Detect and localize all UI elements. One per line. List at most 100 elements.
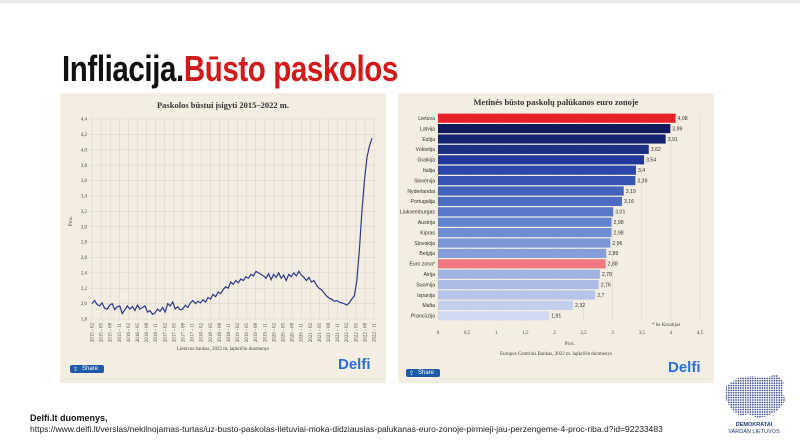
bar-chart-source: Europos Centrinis Bankas, 2022 m. lapkri… <box>500 352 612 357</box>
bar <box>438 165 636 175</box>
bar <box>438 269 600 279</box>
bar-chart-xlabel: Proc. <box>565 342 575 347</box>
line-x-tick-label: 2018 - 02 <box>200 323 205 343</box>
bar-x-tick-label: 2,5 <box>580 331 587 336</box>
bar <box>438 290 596 300</box>
brand-line-2: VARDAN LIETUVOS <box>728 429 780 435</box>
bar <box>438 186 624 196</box>
bar <box>438 311 550 321</box>
bar <box>438 248 607 258</box>
credit: Delfi.lt duomenys, https://www.delfi.lt/… <box>30 413 663 434</box>
line-chart-ylabel: Proc. <box>69 216 74 226</box>
line-chart-y-ticks: 1,8 2,0 2,2 2,4 2,6 2,8 3,0 3,2 3,4 3,6 3,8 4,0 4,2 4… <box>81 118 88 323</box>
bar-category-label: Austrija <box>418 220 435 226</box>
bar-category-label: Italija <box>423 168 435 174</box>
line-x-tick-label: 2019 - 05 <box>245 323 250 343</box>
line-y-tick-label: 2,4 <box>81 271 88 276</box>
bar-x-tick-label: 3 <box>611 331 614 336</box>
title-part-2: Būsto paskolos <box>183 48 398 89</box>
bar-x-tick-label: 4,5 <box>697 331 704 336</box>
bar-value-label: 2,78 <box>602 272 612 278</box>
line-chart-grid <box>90 118 376 320</box>
bar-value-label: 3,19 <box>626 189 636 195</box>
line-y-tick-label: 3,4 <box>81 195 88 200</box>
line-y-tick-label: 2,0 <box>81 302 88 307</box>
bar <box>438 238 611 248</box>
share-button-right[interactable]: ⇪ Share <box>406 369 441 377</box>
bar-category-label: Estija <box>422 137 435 143</box>
bar-category-label: Vokietija <box>416 147 435 153</box>
bar-value-label: 4,08 <box>678 116 688 122</box>
share-button-left[interactable]: ⇪ Share <box>70 365 105 373</box>
bar-value-label: 2,89 <box>608 251 618 257</box>
bar-category-label: Kipras <box>420 230 435 236</box>
delfi-logo-left: Delfi <box>338 356 371 373</box>
line-x-tick-label: 2021 - 02 <box>309 323 314 343</box>
line-x-tick-label: 2021 - 08 <box>327 323 332 343</box>
line-y-tick-label: 3,6 <box>81 179 88 184</box>
bar-category-label: Nyderlandai <box>407 189 435 195</box>
brand-logo: DEMOKRATAI VARDAN LIETUVOS <box>718 370 790 440</box>
bar-category-label: Portugalija <box>410 199 435 205</box>
bar <box>438 113 676 123</box>
line-x-tick-label: 2020 - 02 <box>272 323 277 343</box>
bar-category-label: Ispanija <box>417 293 435 299</box>
line-y-tick-label: 3,8 <box>81 164 88 169</box>
line-x-tick-label: 2018 - 11 <box>227 323 232 342</box>
bar-chart-note: * be Kroatijos <box>652 323 680 328</box>
line-x-tick-label: 2018 - 05 <box>209 323 214 343</box>
line-x-tick-label: 2021 - 11 <box>336 323 341 342</box>
line-chart-source: Lietuvos bankas, 2022 m. lapkričio duome… <box>177 347 269 352</box>
line-chart-x-ticks: 2015 - 02 2015 - 05 2015 - 08 2015 - 11 2016… <box>91 323 378 343</box>
bar-x-tick-label: 4 <box>670 331 673 336</box>
bar-value-label: 1,91 <box>551 314 561 320</box>
share-button-label: Share <box>82 366 99 372</box>
credit-url[interactable]: https://www.delfi.lt/verslas/nekilnojama… <box>30 424 663 434</box>
bar-value-label: 2,7 <box>597 293 604 299</box>
line-x-tick-label: 2015 - 02 <box>91 323 96 343</box>
bar-chart-grid <box>437 113 701 321</box>
brand-line-1: DEMOKRATAI <box>735 422 773 428</box>
bar-value-label: 2,88 <box>608 262 618 268</box>
bar-category-label: Euro zona* <box>409 262 435 268</box>
bar <box>438 196 622 206</box>
line-y-tick-label: 3,0 <box>81 225 88 230</box>
share-button-label: Share <box>418 370 435 376</box>
bar-category-label: Airija <box>423 272 435 278</box>
line-x-tick-label: 2016 - 08 <box>145 323 150 343</box>
line-x-tick-label: 2016 - 05 <box>136 323 141 343</box>
title-part-1: Infliacija. <box>62 48 184 89</box>
line-x-tick-label: 2016 - 02 <box>127 323 132 343</box>
line-x-tick-label: 2020 - 08 <box>291 323 296 343</box>
line-y-tick-label: 2,6 <box>81 256 88 261</box>
line-x-tick-label: 2022 - 02 <box>345 323 350 343</box>
bar-chart-value-labels: 4,08 3,99 3,91 3,62 3,543,4 3,393,19 3,16 3,01 2… <box>551 116 688 320</box>
line-x-tick-label: 2020 - 11 <box>300 323 305 342</box>
bar-value-label: 3,54 <box>646 158 656 164</box>
line-x-tick-label: 2019 - 11 <box>263 323 268 342</box>
bar-chart-bars <box>438 113 676 321</box>
line-chart-title: Paskolos būstui įsigyti 2015–2022 m. <box>157 100 289 110</box>
credit-label: Delfi.lt duomenys, <box>30 413 108 423</box>
line-x-tick-label: 2017 - 02 <box>163 323 168 343</box>
line-x-tick-label: 2019 - 02 <box>236 323 241 343</box>
bar-value-label: 3,99 <box>672 126 682 132</box>
bar <box>438 280 599 290</box>
bar <box>438 207 614 217</box>
bar-x-tick-label: 2 <box>553 331 556 336</box>
bar-category-label: Graikija <box>417 158 435 164</box>
share-icon: ⇪ <box>409 371 415 377</box>
line-x-tick-label: 2018 - 08 <box>218 323 223 343</box>
line-y-tick-label: 2,2 <box>81 287 88 292</box>
line-x-tick-label: 2022 - 11 <box>373 323 378 342</box>
bar-x-tick-label: 0 <box>437 331 440 336</box>
bar-value-label: 2,98 <box>614 220 624 226</box>
bar-category-label: Slovėnija <box>414 178 435 184</box>
line-x-tick-label: 2020 - 05 <box>282 323 287 343</box>
bar <box>438 259 606 269</box>
slide-title: Infliacija.Būsto paskolos <box>62 48 398 90</box>
bar <box>438 228 612 238</box>
line-x-tick-label: 2015 - 08 <box>109 323 114 343</box>
lithuania-map-icon <box>726 374 786 418</box>
line-y-tick-label: 4,2 <box>81 133 88 138</box>
